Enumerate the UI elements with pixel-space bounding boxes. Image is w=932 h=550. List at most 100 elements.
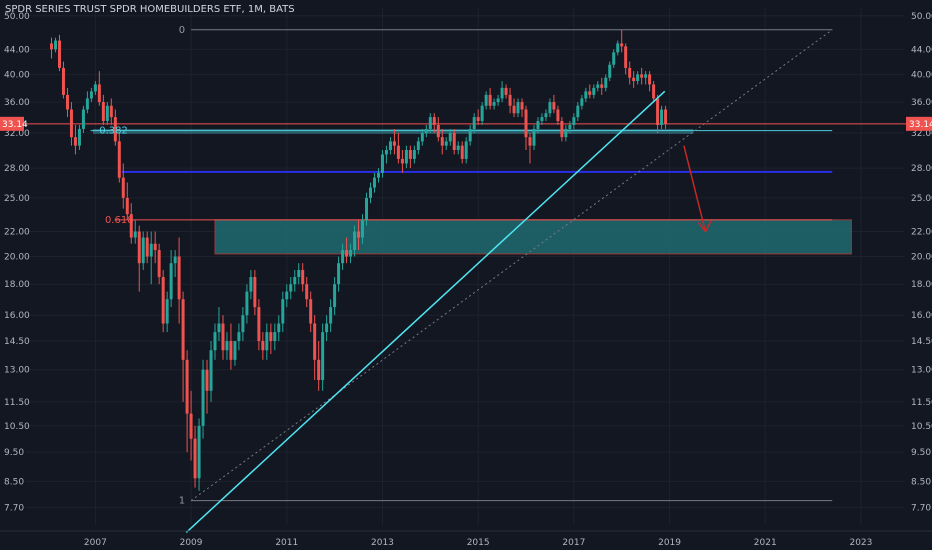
target-zone-box	[214, 219, 852, 255]
candle-body	[273, 332, 277, 342]
candle-body	[133, 231, 137, 238]
candle-body	[181, 299, 185, 360]
candle-body	[309, 299, 313, 324]
price-tick-label-right: 7.70	[911, 503, 931, 513]
candle-body	[205, 369, 209, 391]
candle-body	[257, 307, 261, 342]
candle-body	[101, 102, 105, 122]
candle-body	[632, 77, 636, 82]
candle-body	[476, 117, 480, 122]
candle-body	[121, 177, 125, 198]
candle-body	[560, 121, 564, 138]
candle-body	[321, 332, 325, 381]
candle-body	[157, 250, 161, 278]
candle-body	[460, 145, 464, 159]
current-price-label-left: 33.14	[2, 120, 28, 130]
candle-body	[337, 263, 341, 285]
candle-body	[281, 299, 285, 324]
candle-body	[85, 98, 89, 110]
candle-body	[380, 154, 384, 173]
candle-body	[664, 109, 668, 124]
candle-body	[372, 177, 376, 188]
price-tick-label-left: 36.00	[4, 98, 30, 108]
candle-body	[289, 284, 293, 292]
candle-body	[197, 425, 201, 479]
candle-body	[353, 231, 357, 251]
candle-body	[652, 84, 656, 99]
candle-body	[448, 133, 452, 142]
price-tick-label-right: 20.00	[911, 253, 932, 263]
candle-body	[496, 98, 500, 103]
candle-body	[480, 105, 484, 122]
candle-body	[540, 117, 544, 122]
candle-body	[57, 40, 61, 68]
candle-body	[488, 94, 492, 106]
candle-body	[532, 128, 536, 146]
price-tick-label-left: 7.70	[4, 503, 24, 513]
price-tick-label-right: 11.50	[911, 398, 932, 408]
candle-series	[50, 29, 668, 491]
down-arrow-shaft	[683, 145, 707, 232]
price-tick-label-right: 44.00	[911, 45, 932, 55]
price-tick-label-left: 44.00	[4, 45, 30, 55]
candle-body	[249, 277, 253, 292]
candle-body	[412, 149, 416, 159]
candle-body	[253, 277, 257, 308]
candle-body	[81, 109, 85, 129]
candle-body	[660, 109, 664, 125]
candle-body	[189, 413, 193, 439]
candle-body	[596, 84, 600, 88]
candle-body	[640, 74, 644, 78]
candle-body	[604, 77, 608, 88]
candle-body	[341, 250, 345, 264]
fib-level-label: 1	[179, 496, 185, 507]
candle-body	[576, 105, 580, 118]
candle-body	[420, 133, 424, 142]
candle-body	[432, 117, 436, 125]
candle-body	[600, 84, 604, 88]
current-price-badge-right	[906, 116, 932, 131]
candle-body	[516, 102, 520, 114]
candle-body	[97, 84, 101, 103]
candle-body	[520, 102, 524, 110]
candle-body	[656, 98, 660, 125]
candle-body	[456, 145, 460, 150]
candle-body	[293, 277, 297, 285]
candle-body	[213, 332, 217, 351]
candle-body	[552, 102, 556, 110]
candle-body	[297, 270, 301, 278]
candle-body	[129, 214, 133, 238]
price-tick-label-right: 13.00	[911, 366, 932, 376]
candle-body	[464, 141, 468, 159]
candle-body	[285, 291, 289, 300]
candle-body	[229, 341, 233, 360]
candle-body	[564, 128, 568, 138]
candle-body	[177, 256, 181, 300]
candle-body	[345, 250, 349, 257]
candle-body	[392, 141, 396, 146]
price-tick-label-left: 32.00	[4, 129, 30, 139]
candle-body	[313, 323, 317, 360]
time-tick-label: 2023	[849, 538, 872, 548]
time-axis[interactable]: 2007 2009 2011 2013 2015 2017 2019 2021 2023	[0, 530, 932, 548]
candle-body	[408, 149, 412, 159]
candle-body	[376, 172, 380, 178]
price-tick-label-left: 40.00	[4, 70, 30, 80]
candle-body	[644, 74, 648, 78]
candle-body	[149, 243, 153, 257]
price-tick-label-right: 25.00	[911, 194, 932, 204]
candle-body	[317, 359, 321, 381]
price-tick-label-left: 14.50	[4, 337, 30, 347]
candle-body	[153, 243, 157, 251]
price-tick-label-left: 8.50	[4, 477, 24, 487]
rising-trendline	[185, 90, 666, 533]
candle-body	[105, 105, 109, 122]
fib-0382-band	[92, 128, 694, 134]
candle-body	[512, 105, 516, 114]
candle-body	[424, 128, 428, 134]
price-tick-label-right: 18.00	[911, 280, 932, 290]
price-tick-label-left: 9.50	[4, 448, 24, 458]
candle-body	[472, 117, 476, 129]
candle-body	[592, 87, 596, 95]
